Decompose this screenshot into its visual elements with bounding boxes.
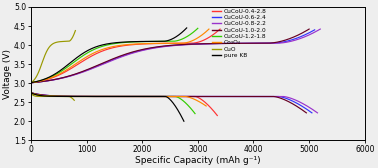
X-axis label: Specific Capacity (mAh g⁻¹): Specific Capacity (mAh g⁻¹) [135, 156, 260, 164]
Y-axis label: Voltage (V): Voltage (V) [3, 49, 12, 99]
Legend: CuCoU-0.4-2.8, CuCoU-0.6-2.4, CuCoU-0.8-2.2, CuCoU-1.0-2.0, CuCoU-1.2-1.8, Co₃O₄: CuCoU-0.4-2.8, CuCoU-0.6-2.4, CuCoU-0.8-… [212, 9, 266, 58]
